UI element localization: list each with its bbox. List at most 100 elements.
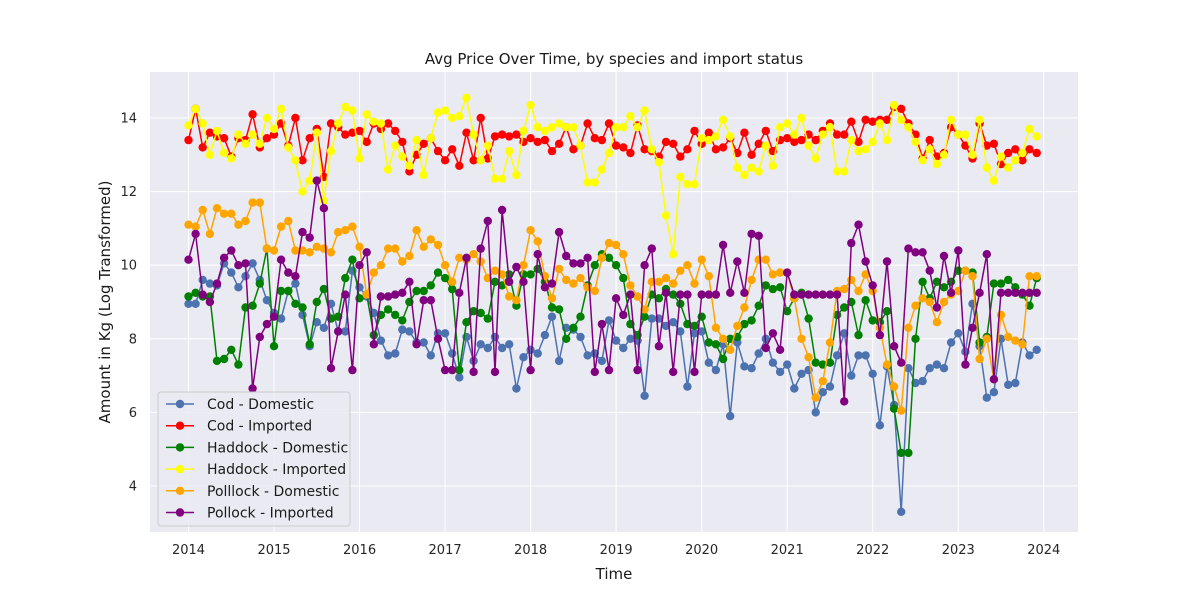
data-point — [455, 288, 464, 297]
data-point — [882, 257, 892, 266]
data-point — [419, 139, 428, 148]
series-layer — [184, 93, 1041, 516]
data-point — [697, 290, 706, 299]
data-point — [640, 391, 649, 400]
data-point — [1025, 301, 1034, 310]
data-point — [718, 240, 728, 250]
data-point — [711, 132, 721, 141]
data-point — [740, 288, 749, 297]
data-point — [191, 288, 200, 297]
series-line — [188, 247, 1038, 454]
data-point — [348, 222, 357, 231]
data-point — [740, 319, 749, 329]
data-point — [348, 255, 357, 264]
data-point — [198, 205, 207, 215]
data-point — [219, 354, 229, 364]
data-point — [690, 126, 699, 136]
data-point — [227, 209, 236, 218]
data-point — [1004, 275, 1013, 285]
data-point — [968, 150, 977, 159]
data-point — [754, 167, 763, 176]
legend-marker — [175, 464, 185, 474]
data-point — [754, 301, 763, 310]
data-point — [611, 123, 621, 132]
data-point — [490, 277, 500, 286]
data-point — [761, 141, 770, 150]
data-point — [562, 275, 571, 285]
data-point — [590, 367, 599, 377]
data-point — [269, 124, 279, 134]
data-point — [497, 174, 507, 183]
data-point — [676, 266, 685, 275]
data-point — [269, 246, 279, 255]
data-point — [825, 338, 835, 347]
data-point — [391, 141, 400, 150]
data-point — [234, 220, 243, 229]
data-point — [996, 288, 1006, 297]
data-point — [205, 229, 215, 239]
data-point — [832, 167, 842, 176]
data-point — [840, 130, 849, 139]
data-point — [583, 253, 592, 262]
x-tick-label: 2020 — [685, 543, 718, 558]
data-point — [868, 369, 877, 378]
data-point — [847, 275, 856, 285]
data-point — [683, 261, 692, 270]
data-point — [704, 358, 713, 367]
y-tick-label: 6 — [129, 406, 137, 421]
data-point — [783, 360, 792, 369]
data-point — [540, 135, 550, 145]
data-point — [383, 305, 393, 314]
data-point — [391, 244, 400, 253]
data-point — [654, 277, 664, 286]
data-point — [341, 226, 350, 235]
data-point — [184, 121, 193, 130]
data-point — [433, 334, 443, 343]
data-point — [448, 349, 457, 358]
data-point — [576, 273, 585, 283]
data-point — [505, 146, 514, 156]
data-point — [704, 128, 713, 137]
data-point — [697, 327, 706, 336]
data-point — [690, 279, 699, 288]
data-point — [733, 257, 742, 266]
data-point — [191, 229, 200, 239]
data-point — [505, 277, 514, 286]
legend-label: Haddock - Domestic — [207, 440, 348, 456]
data-point — [718, 334, 728, 343]
data-point — [326, 146, 336, 156]
data-point — [269, 342, 279, 351]
data-point — [790, 137, 799, 147]
data-point — [590, 134, 599, 143]
data-point — [683, 180, 692, 189]
data-point — [512, 296, 521, 305]
data-point — [797, 113, 806, 123]
data-point — [761, 126, 770, 136]
x-tick-label: 2019 — [600, 543, 633, 558]
data-point — [711, 290, 721, 299]
data-point — [1004, 380, 1013, 389]
data-point — [690, 329, 699, 338]
data-point — [747, 316, 756, 325]
data-point — [647, 145, 656, 154]
data-point — [747, 275, 756, 285]
data-point — [212, 279, 222, 288]
data-point — [1032, 345, 1041, 354]
data-point — [569, 323, 578, 332]
data-point — [740, 303, 749, 312]
data-point — [497, 343, 507, 353]
data-point — [740, 170, 749, 180]
data-point — [184, 292, 193, 301]
data-point — [840, 397, 849, 406]
data-point — [1018, 288, 1027, 297]
data-point — [212, 356, 222, 366]
data-point — [904, 123, 913, 132]
data-point — [676, 152, 685, 161]
data-point — [1004, 288, 1013, 297]
data-point — [526, 270, 535, 279]
data-point — [811, 358, 820, 367]
data-point — [526, 226, 535, 235]
data-point — [683, 145, 692, 154]
data-point — [904, 364, 913, 373]
data-point — [754, 139, 763, 148]
